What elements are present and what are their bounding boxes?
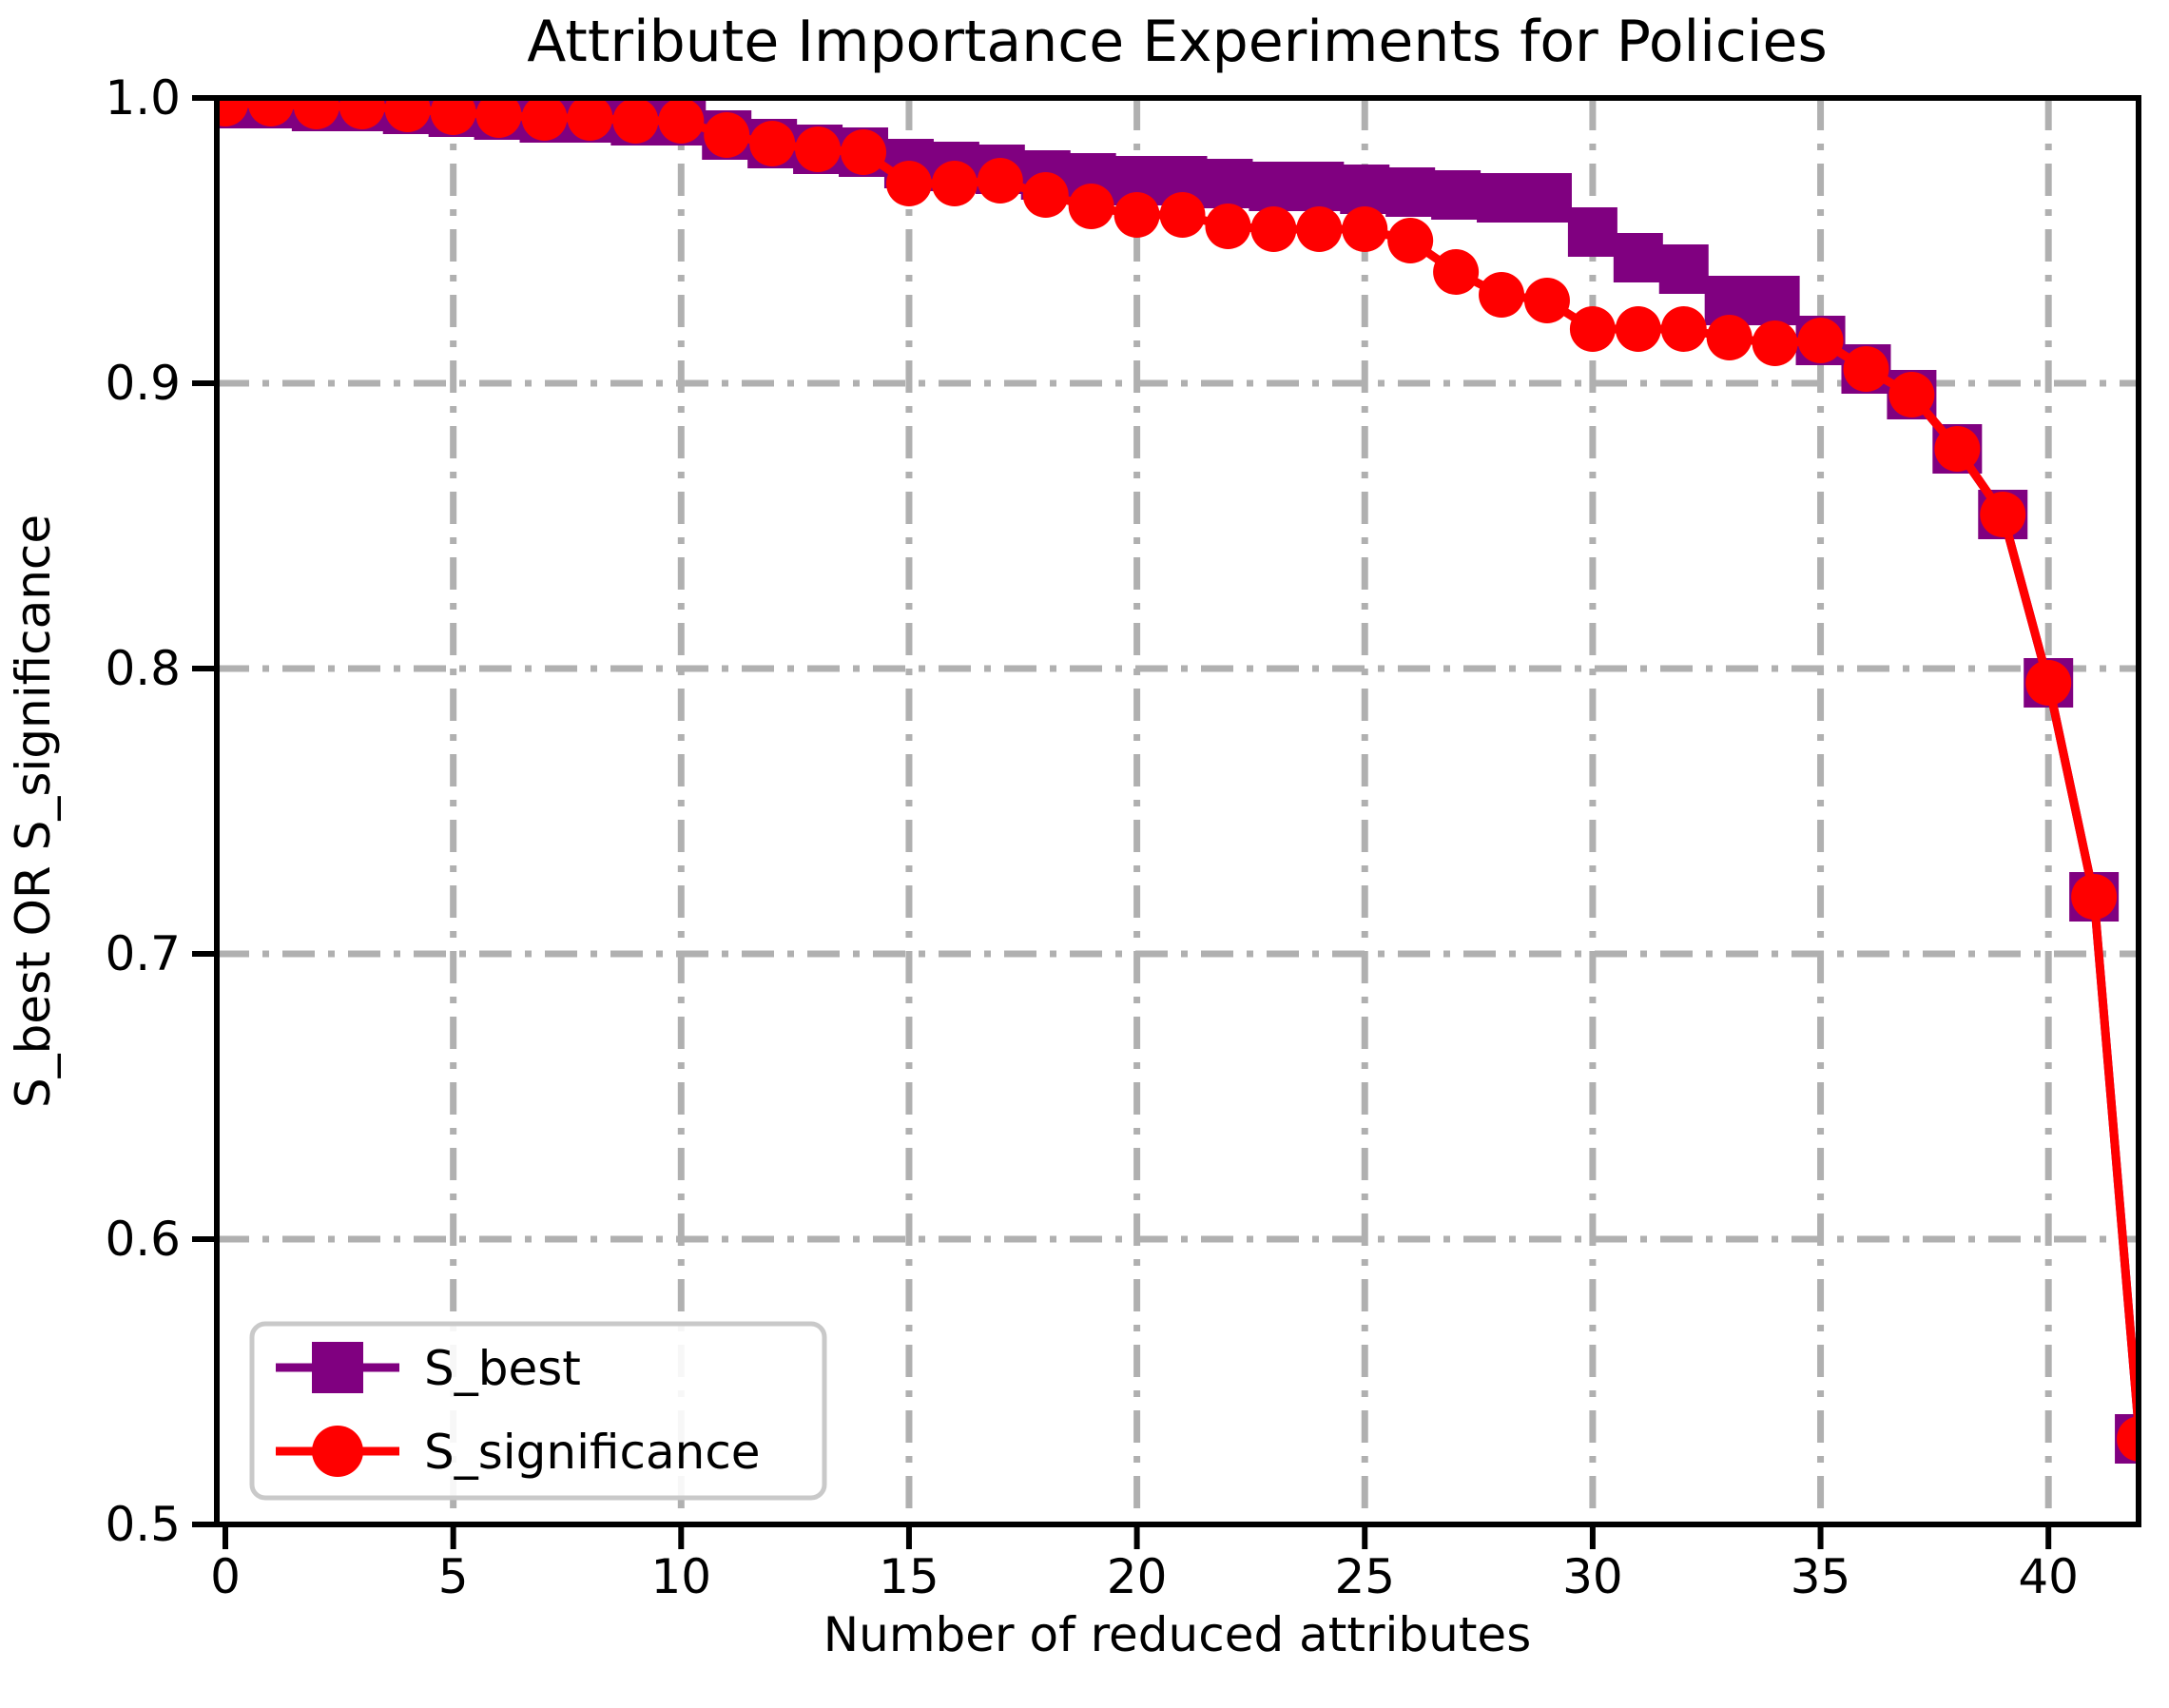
data-point-square <box>1431 170 1482 220</box>
data-point-circle <box>749 121 796 166</box>
plot-border <box>214 95 2141 1527</box>
data-point-circle <box>977 158 1023 204</box>
data-point-circle <box>1387 218 1434 263</box>
y-tick-label: 0.5 <box>105 1497 181 1552</box>
data-point-square <box>1385 167 1436 217</box>
y-tick-label: 0.8 <box>105 641 181 696</box>
x-axis-label: Number of reduced attributes <box>823 1607 1532 1662</box>
data-point-circle <box>1797 318 1844 363</box>
series-s-significance <box>217 98 2139 1462</box>
data-series <box>217 98 2139 1464</box>
data-point-square <box>1203 159 1253 208</box>
data-point-circle <box>217 98 248 126</box>
data-point-circle <box>2117 1416 2139 1462</box>
data-point-square <box>1521 173 1572 223</box>
data-point-circle <box>612 98 659 144</box>
data-point-circle <box>1888 372 1935 417</box>
x-tick-label: 15 <box>879 1549 939 1604</box>
data-point-circle <box>567 98 613 141</box>
data-point-circle <box>1980 492 2026 537</box>
x-tick-label: 20 <box>1107 1549 1168 1604</box>
data-point-square <box>1477 173 1527 223</box>
data-point-circle <box>1068 184 1114 229</box>
x-tick-label: 5 <box>438 1549 469 1604</box>
data-point-circle <box>1342 206 1388 252</box>
data-point-circle <box>1250 206 1297 252</box>
data-point-circle <box>2071 874 2118 920</box>
legend: S_best S_significance <box>249 1321 827 1501</box>
y-axis-label: S_best OR S_significance <box>6 514 61 1108</box>
data-point-circle <box>2025 660 2072 706</box>
axis-ticks <box>192 95 2052 1549</box>
y-tick-label: 0.7 <box>105 926 181 981</box>
data-point-circle <box>1615 306 1661 352</box>
data-point-square <box>1750 276 1800 325</box>
x-tick-label: 40 <box>2018 1549 2079 1604</box>
y-tick-label: 0.6 <box>105 1212 181 1267</box>
data-point-circle <box>384 98 431 132</box>
data-point-circle <box>1022 172 1069 218</box>
data-point-circle <box>795 126 842 172</box>
data-point-circle <box>1843 346 1889 392</box>
data-point-circle <box>658 98 705 144</box>
data-point-square <box>1658 244 1709 294</box>
x-tick-label: 35 <box>1791 1549 1851 1604</box>
data-point-square <box>1340 165 1390 214</box>
gridlines <box>217 98 2139 1524</box>
x-tick-label: 10 <box>650 1549 711 1604</box>
data-point-circle <box>293 98 339 129</box>
data-point-square <box>1567 207 1617 257</box>
data-point-circle <box>1752 320 1798 366</box>
data-point-circle <box>1159 192 1206 238</box>
data-point-square <box>1613 233 1663 282</box>
chart-title: Attribute Importance Experiments for Pol… <box>527 9 1827 75</box>
data-point-circle <box>1706 315 1753 360</box>
data-point-circle <box>1433 249 1480 295</box>
data-point-circle <box>247 98 294 126</box>
data-point-circle <box>1660 306 1707 352</box>
data-point-circle <box>931 161 978 206</box>
data-point-circle <box>1523 278 1570 323</box>
y-tick-label: 0.9 <box>105 356 181 411</box>
x-tick-label: 0 <box>210 1549 241 1604</box>
data-point-circle <box>1114 192 1160 238</box>
data-point-circle <box>430 98 476 135</box>
x-tick-label: 30 <box>1562 1549 1623 1604</box>
data-point-square <box>1294 162 1345 211</box>
data-point-circle <box>1296 206 1343 252</box>
legend-marker-circle <box>312 1426 363 1477</box>
data-point-square <box>1249 162 1299 211</box>
data-point-circle <box>339 98 385 129</box>
data-point-circle <box>704 112 750 158</box>
x-tick-label: 25 <box>1334 1549 1395 1604</box>
data-point-circle <box>475 98 522 138</box>
legend-label-s-best: S_best <box>424 1341 581 1396</box>
data-point-circle <box>1934 426 1981 472</box>
data-point-circle <box>1569 306 1616 352</box>
y-tick-label: 1.0 <box>105 70 181 126</box>
legend-marker-square <box>312 1342 363 1393</box>
legend-label-s-significance: S_significance <box>424 1425 761 1480</box>
data-point-circle <box>521 98 568 141</box>
data-point-circle <box>841 129 887 175</box>
axis-tick-labels: 0 5 10 15 20 25 30 35 40 1.0 0.9 0.8 0.7 0.6 0.5 <box>105 70 2079 1604</box>
data-point-circle <box>885 161 932 206</box>
data-point-circle <box>1205 204 1251 249</box>
data-point-circle <box>1479 272 1525 318</box>
